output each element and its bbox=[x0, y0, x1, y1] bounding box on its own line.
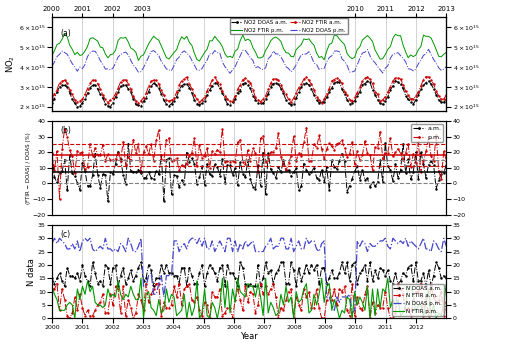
X-axis label: Year: Year bbox=[240, 333, 258, 342]
Text: (b): (b) bbox=[61, 126, 72, 135]
Legend: NO2 DOAS a.m., NO2 FTIR p.m., NO2 FTIR a.m., NO2 DOAS p.m.: NO2 DOAS a.m., NO2 FTIR p.m., NO2 FTIR a… bbox=[229, 18, 348, 34]
Text: (c): (c) bbox=[61, 230, 71, 239]
Y-axis label: NO$_2$: NO$_2$ bbox=[5, 55, 17, 73]
Y-axis label: N data: N data bbox=[28, 258, 36, 285]
Legend: a.m., p.m.: a.m., p.m. bbox=[411, 124, 443, 142]
Y-axis label: (FTIR − DOAS) / DOAS (%): (FTIR − DOAS) / DOAS (%) bbox=[26, 132, 31, 204]
Legend: N DOAS a.m., N FTIR a.m., N DOAS p.m., N FTIR p.m.: N DOAS a.m., N FTIR a.m., N DOAS p.m., N… bbox=[392, 284, 444, 316]
Text: (a): (a) bbox=[61, 28, 71, 37]
